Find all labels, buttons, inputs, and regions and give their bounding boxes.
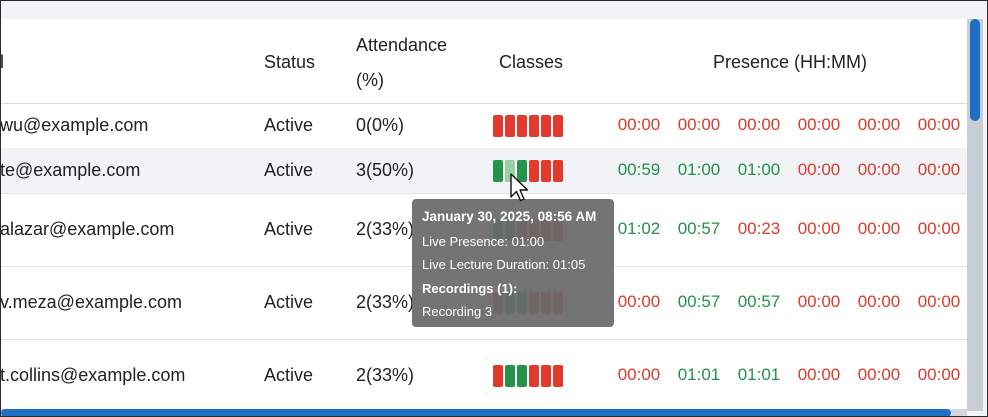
presence-value: 00:00	[857, 218, 901, 238]
row-attendance: 2(33%)	[356, 291, 415, 312]
class-status-block[interactable]	[493, 114, 503, 137]
class-status-block[interactable]	[505, 364, 515, 387]
class-status-block[interactable]	[541, 114, 551, 137]
header-classes[interactable]: Classes	[499, 52, 564, 72]
presence-value: 00:00	[797, 364, 841, 384]
presence-value: 00:00	[737, 114, 781, 134]
row-status: Active	[264, 364, 314, 385]
row-email: alazar@example.com	[0, 218, 175, 239]
row-email: wu@example.com	[0, 114, 149, 135]
class-status-block[interactable]	[493, 159, 503, 182]
presence-value: 00:00	[917, 364, 961, 384]
class-status-block[interactable]	[529, 364, 539, 387]
presence-value: 00:00	[917, 114, 961, 134]
presence-value: 00:00	[617, 291, 661, 311]
tooltip-recordings-title: Recordings (1):	[422, 281, 518, 296]
presence-value: 00:00	[617, 364, 661, 384]
class-status-block[interactable]	[553, 364, 563, 387]
presence-value: 00:00	[917, 218, 961, 238]
presence-value: 00:00	[857, 364, 901, 384]
tooltip-recording-item[interactable]: Recording 3	[422, 304, 493, 319]
class-status-block[interactable]	[553, 159, 563, 182]
row-status: Active	[264, 218, 314, 239]
presence-value: 00:57	[677, 218, 721, 238]
class-status-block[interactable]	[529, 159, 539, 182]
class-status-block[interactable]	[493, 364, 503, 387]
row-attendance: 2(33%)	[356, 364, 415, 385]
presence-value: 00:00	[797, 114, 841, 134]
header-attendance-unit: (%)	[356, 70, 384, 90]
presence-value: 00:00	[797, 291, 841, 311]
header-attendance[interactable]: Attendance	[356, 35, 448, 55]
row-classes	[493, 159, 563, 182]
vertical-scrollbar-thumb[interactable]	[970, 19, 980, 121]
class-status-block[interactable]	[517, 114, 527, 137]
header-email[interactable]: l	[0, 52, 4, 72]
table-header: l Status Attendance (%) Classes Presence…	[1, 19, 967, 104]
row-attendance: 0(0%)	[356, 114, 405, 135]
class-status-block[interactable]	[541, 159, 551, 182]
table-row[interactable]: t.collins@example.com Active 2(33%) 00:00 01…	[1, 339, 967, 413]
presence-value: 00:00	[617, 114, 661, 134]
presence-value: 00:00	[677, 114, 721, 134]
row-classes	[493, 364, 563, 387]
table-row[interactable]: te@example.com Active 3(50%) 00:59 01:00 01:0…	[1, 148, 967, 194]
tooltip-date: January 30, 2025, 08:56 AM	[422, 209, 597, 224]
presence-value: 00:00	[797, 159, 841, 179]
presence-value: 00:59	[617, 159, 661, 179]
presence-value: 00:57	[737, 291, 781, 311]
class-status-block[interactable]	[505, 159, 515, 182]
presence-value: 01:01	[677, 364, 721, 384]
presence-value: 00:00	[917, 159, 961, 179]
horizontal-scrollbar-thumb[interactable]	[1, 409, 951, 416]
row-email: t.collins@example.com	[0, 364, 186, 385]
class-status-block[interactable]	[517, 159, 527, 182]
presence-value: 00:23	[737, 218, 781, 238]
mouse-pointer-icon	[510, 173, 529, 202]
row-status: Active	[264, 159, 314, 180]
presence-value: 00:00	[857, 159, 901, 179]
class-status-block[interactable]	[553, 114, 563, 137]
presence-value: 00:00	[797, 218, 841, 238]
presence-value: 00:00	[857, 114, 901, 134]
table-row[interactable]: wu@example.com Active 0(0%) 00:00 00:00 00:00…	[1, 103, 967, 149]
tooltip-lecture-duration: Live Lecture Duration: 01:05	[422, 257, 586, 272]
class-status-block[interactable]	[517, 364, 527, 387]
presence-value: 00:57	[677, 291, 721, 311]
class-status-block[interactable]	[529, 114, 539, 137]
row-classes	[493, 114, 563, 137]
row-attendance: 2(33%)	[356, 218, 415, 239]
attendance-table: l Status Attendance (%) Classes Presence…	[1, 19, 967, 414]
header-status[interactable]: Status	[264, 52, 316, 72]
presence-value: 00:00	[917, 291, 961, 311]
presence-value: 01:00	[737, 159, 781, 179]
presence-value: 01:01	[737, 364, 781, 384]
row-attendance: 3(50%)	[356, 159, 415, 180]
class-tooltip: January 30, 2025, 08:56 AM Live Presence…	[412, 199, 614, 327]
row-email: v.meza@example.com	[0, 291, 182, 312]
presence-value: 01:02	[617, 218, 661, 238]
class-status-block[interactable]	[505, 114, 515, 137]
header-presence[interactable]: Presence (HH:MM)	[713, 52, 868, 72]
row-email: te@example.com	[0, 159, 141, 180]
presence-value: 01:00	[677, 159, 721, 179]
presence-value: 00:00	[857, 291, 901, 311]
class-status-block[interactable]	[541, 364, 551, 387]
row-status: Active	[264, 114, 314, 135]
tooltip-live-presence: Live Presence: 01:00	[422, 234, 545, 249]
row-status: Active	[264, 291, 314, 312]
